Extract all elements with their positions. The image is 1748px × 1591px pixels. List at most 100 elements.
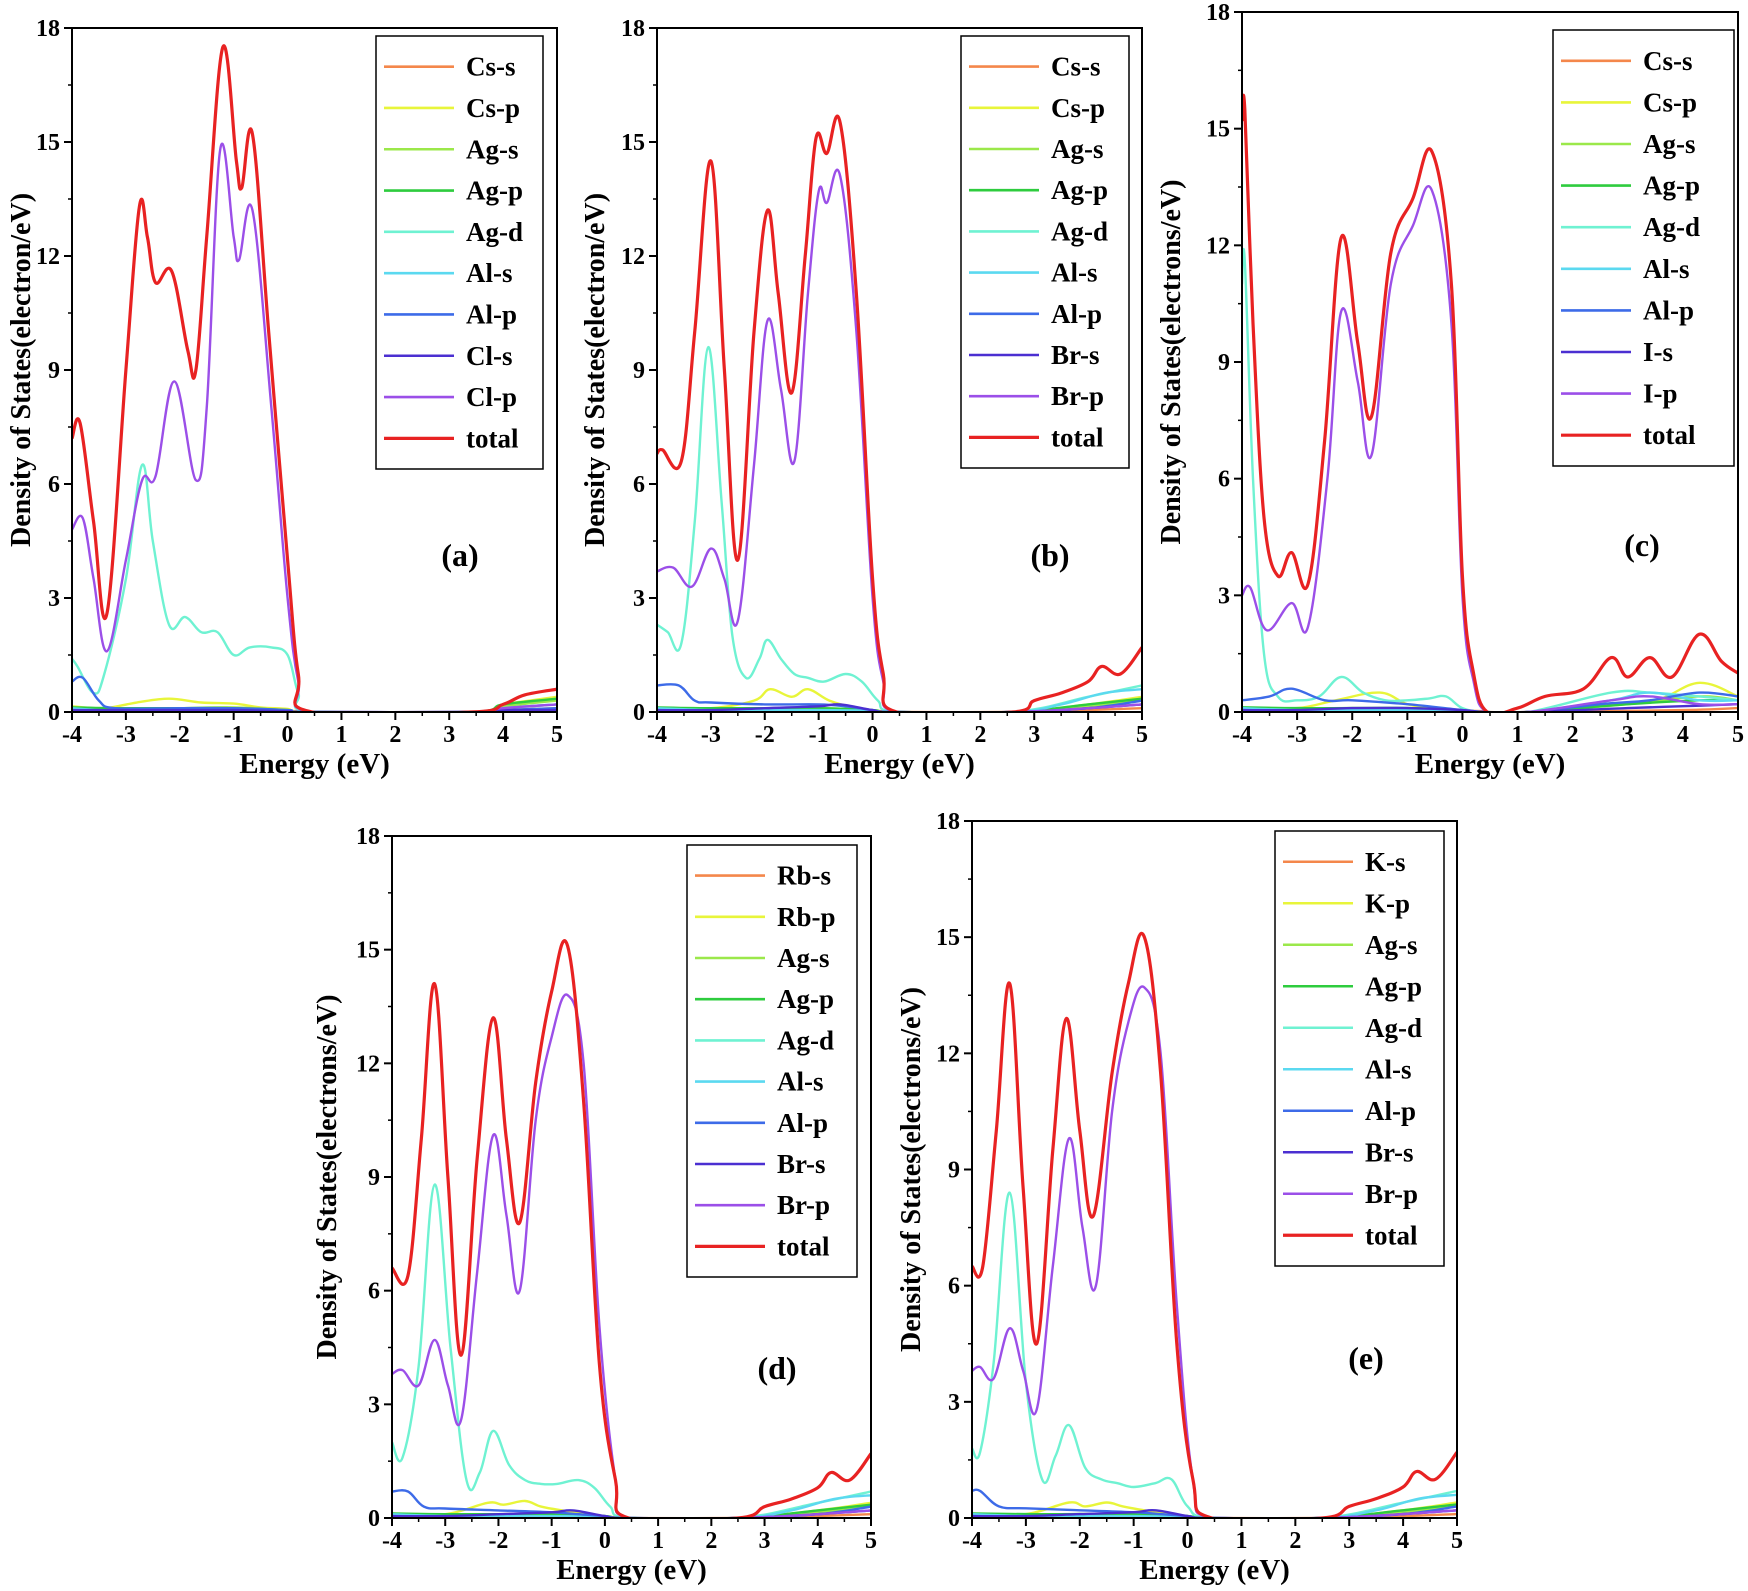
legend-label-ag-s: Ag-s [1365,930,1418,960]
x-tick-label: -4 [382,1528,402,1554]
x-axis-title: Energy (eV) [1415,748,1566,780]
x-tick-label: 1 [652,1528,664,1554]
x-tick-label: 3 [759,1528,771,1554]
legend-label-cl-p: Cl-p [466,382,517,412]
legend-label-ag-s: Ag-s [777,943,830,973]
x-tick-label: 1 [335,722,347,748]
x-tick-label: 3 [1622,722,1634,748]
legend-label-ag-p: Ag-p [1643,171,1700,201]
y-tick-label: 0 [1218,700,1230,726]
legend-label-al-p: Al-p [466,299,517,329]
x-tick-label: -2 [1070,1528,1090,1554]
panel-label: (e) [1348,1340,1384,1376]
x-tick-label: 4 [1677,722,1689,748]
legend-label-al-p: Al-p [1365,1096,1416,1126]
legend-label-cs-s: Cs-s [466,52,516,82]
series-group [72,44,557,712]
x-tick-label: -3 [116,722,136,748]
panel-label: (a) [441,537,478,573]
x-tick-label: 1 [920,722,932,748]
x-tick-label: -1 [809,722,829,748]
series-line-ag-d [392,1183,871,1518]
y-axis-title: Density of States(electrons/eV) [312,995,343,1360]
legend-label-k-s: K-s [1365,847,1406,877]
y-tick-label: 0 [633,700,645,726]
x-tick-label: 4 [1397,1528,1409,1554]
legend-label-cs-p: Cs-p [1643,87,1697,117]
x-tick-label: -3 [435,1528,455,1554]
x-tick-label: 1 [1512,722,1524,748]
y-tick-label: 9 [633,358,645,384]
x-tick-label: 1 [1235,1528,1247,1554]
y-axis-title: Density of States(electron/eV) [6,193,37,547]
x-tick-label: -2 [1342,722,1362,748]
y-tick-label: 15 [36,130,60,156]
x-tick-label: -4 [962,1528,982,1554]
y-tick-label: 18 [621,16,645,42]
x-tick-label: 2 [705,1528,717,1554]
x-tick-label: 4 [812,1528,824,1554]
x-tick-label: -4 [62,722,82,748]
legend-label-al-p: Al-p [1643,295,1694,325]
y-tick-label: 3 [48,586,60,612]
legend-label-br-p: Br-p [1365,1179,1418,1209]
legend-label-ag-p: Ag-p [1365,971,1422,1001]
legend-label-al-s: Al-s [777,1067,824,1097]
x-tick-label: 2 [1567,722,1579,748]
y-tick-label: 6 [1218,467,1230,493]
legend-label-total: total [1051,422,1104,452]
legend-label-cl-s: Cl-s [466,341,513,371]
y-tick-label: 3 [1218,583,1230,609]
series-line-total [72,44,557,712]
x-tick-label: -4 [647,722,667,748]
y-tick-label: 0 [948,1506,960,1532]
y-tick-label: 12 [356,1051,380,1077]
series-line-ag-d [657,345,1142,712]
y-tick-label: 9 [368,1165,380,1191]
legend-label-br-s: Br-s [1365,1137,1414,1167]
x-axis-title: Energy (eV) [239,748,390,780]
series-group [972,932,1457,1518]
legend: K-s K-p Ag-s Ag-p Ag-d Al-s Al-p Br-s Br-p total [1274,830,1445,1267]
series-line-al-p [72,675,557,712]
legend-label-br-s: Br-s [777,1149,826,1179]
legend-label-i-p: I-p [1643,379,1678,409]
x-tick-label: 5 [865,1528,877,1554]
legend: Cs-s Cs-p Ag-s Ag-p Ag-d Al-s Al-p I-s I-p total [1552,29,1735,467]
legend-label-al-s: Al-s [1051,258,1098,288]
y-tick-label: 9 [48,358,60,384]
legend: Cs-s Cs-p Ag-s Ag-p Ag-d Al-s Al-p Cl-s Cl-p tota… [375,35,544,470]
legend-label-total: total [1643,420,1696,450]
legend-label-al-s: Al-s [1365,1054,1412,1084]
series-line-total [392,939,871,1518]
y-tick-label: 6 [368,1279,380,1305]
x-tick-label: 4 [1082,722,1094,748]
y-tick-label: 18 [36,16,60,42]
legend: Cs-s Cs-p Ag-s Ag-p Ag-d Al-s Al-p Br-s Br-p tota… [960,35,1130,469]
x-tick-label: -1 [542,1528,562,1554]
x-tick-label: 2 [974,722,986,748]
x-tick-label: 0 [599,1528,611,1554]
legend-label-k-p: K-p [1365,888,1410,918]
legend-label-ag-s: Ag-s [466,134,519,164]
x-tick-label: 3 [1343,1528,1355,1554]
x-tick-label: 5 [1732,722,1744,748]
legend-label-al-s: Al-s [466,258,513,288]
y-tick-label: 12 [36,244,60,270]
legend-label-br-s: Br-s [1051,340,1100,370]
x-tick-label: 0 [867,722,879,748]
legend-label-rb-s: Rb-s [777,861,831,891]
y-tick-label: 12 [936,1041,960,1067]
y-tick-label: 9 [948,1158,960,1184]
y-tick-label: 18 [356,824,380,850]
legend: Rb-s Rb-p Ag-s Ag-p Ag-d Al-s Al-p Br-s Br-p tota… [686,844,858,1278]
series-line-total [657,114,1142,712]
y-tick-label: 18 [936,809,960,835]
x-tick-label: -3 [1016,1528,1036,1554]
y-tick-label: 3 [633,586,645,612]
y-tick-label: 6 [48,472,60,498]
